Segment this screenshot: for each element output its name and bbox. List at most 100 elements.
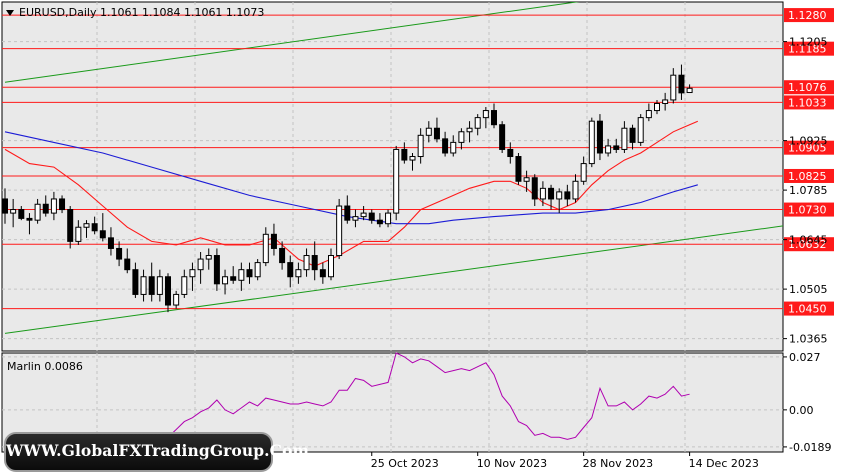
candle — [336, 198, 343, 260]
candle-body-up — [189, 269, 196, 278]
symbol-info: EURUSD,Daily 1.1061 1.1084 1.1061 1.1073 — [19, 6, 264, 19]
candle-body-down — [18, 209, 25, 219]
candle — [539, 181, 546, 207]
candle — [59, 195, 66, 214]
candle — [515, 152, 522, 185]
candle-body-up — [295, 269, 302, 278]
candle-body-up — [580, 163, 587, 182]
candle-body-up — [385, 212, 392, 225]
candle-body-up — [254, 262, 261, 278]
candle — [596, 114, 603, 161]
ma-slow-line — [4, 131, 698, 225]
price-tick-label: 1.1205 — [789, 36, 828, 49]
candle-body-down — [442, 138, 449, 154]
indicator-label: Marlin 0.0086 — [7, 360, 83, 373]
candle-body-down — [287, 262, 294, 278]
price-chart-area[interactable] — [1, 1, 784, 352]
candle — [262, 227, 269, 267]
candle-body-up — [83, 223, 90, 228]
candle-body-down — [433, 127, 440, 140]
level-tag-1.0905 — [784, 140, 834, 155]
candle-body-down — [165, 276, 171, 306]
candle — [148, 262, 155, 302]
level-tag-text: 1.1280 — [788, 9, 827, 22]
level-tag-1.1280 — [784, 8, 834, 23]
candle — [605, 138, 612, 157]
candle — [107, 227, 114, 256]
price-tick-label: 1.0785 — [789, 184, 828, 197]
candle-body-up — [539, 187, 546, 200]
candle — [654, 99, 660, 115]
candle-body-down — [91, 223, 98, 232]
candle — [165, 273, 171, 313]
level-tag-text: 1.0905 — [788, 142, 827, 155]
candle — [181, 269, 188, 298]
candle-body-down — [344, 205, 351, 221]
candle — [450, 135, 457, 157]
candle — [230, 266, 237, 284]
candle — [2, 188, 8, 224]
candle-body-up — [156, 276, 163, 295]
candle-body-up — [10, 209, 17, 214]
candle — [124, 248, 131, 274]
candle — [409, 152, 416, 171]
candle-body-up — [181, 276, 188, 295]
candle-body-down — [548, 187, 555, 200]
candle — [401, 142, 408, 164]
candle — [491, 103, 497, 129]
candle — [613, 138, 620, 153]
candle-body-up — [34, 203, 41, 221]
channel-upper-line — [4, 2, 580, 83]
level-tag-1.1185 — [784, 41, 834, 56]
candle — [140, 269, 147, 302]
candle-body-down — [99, 230, 106, 239]
candle-body-up — [662, 99, 669, 104]
candle — [246, 262, 253, 284]
indicator-tick-label: 0.00 — [789, 404, 814, 417]
dropdown-triangle-icon[interactable] — [6, 10, 14, 16]
candle — [662, 92, 669, 111]
candle-body-up — [75, 226, 82, 242]
candle — [10, 198, 17, 228]
level-tag-text: 1.1185 — [788, 43, 827, 56]
candle-body-up — [425, 127, 432, 136]
candle — [26, 213, 33, 235]
candle-body-up — [605, 145, 612, 154]
candle — [548, 184, 555, 210]
candle — [75, 220, 82, 245]
candle-body-up — [262, 233, 269, 264]
candle-body-up — [450, 141, 457, 154]
level-tag-1.0632 — [784, 237, 834, 252]
candle — [417, 128, 424, 164]
candle-body-down — [230, 276, 237, 281]
candle — [238, 262, 245, 291]
candle-body-down — [246, 269, 253, 278]
horizontal-levels[interactable] — [2, 14, 783, 310]
candle-body-up — [588, 120, 595, 165]
candle — [482, 107, 489, 129]
candle-body-down — [2, 198, 8, 214]
candle — [499, 121, 506, 153]
level-tag-text: 1.1076 — [788, 81, 827, 94]
candle-body-up — [621, 127, 628, 150]
candle — [222, 269, 229, 295]
candle-body-up — [458, 131, 465, 143]
candle — [34, 198, 41, 224]
candle — [442, 131, 449, 157]
candle-body-down — [26, 217, 33, 221]
candle — [287, 255, 294, 288]
candle-body-down — [319, 269, 326, 278]
candle — [556, 188, 563, 214]
candle-body-down — [629, 127, 636, 143]
candle-body-down — [531, 177, 538, 200]
candle — [531, 174, 538, 207]
candle-body-up — [205, 255, 212, 260]
candle — [42, 195, 49, 217]
candle — [173, 290, 180, 309]
candle — [474, 114, 481, 136]
candle-body-down — [596, 120, 603, 154]
candle — [50, 191, 57, 221]
level-tag-1.0825 — [784, 168, 834, 183]
level-tag-text: 1.0632 — [788, 238, 827, 251]
